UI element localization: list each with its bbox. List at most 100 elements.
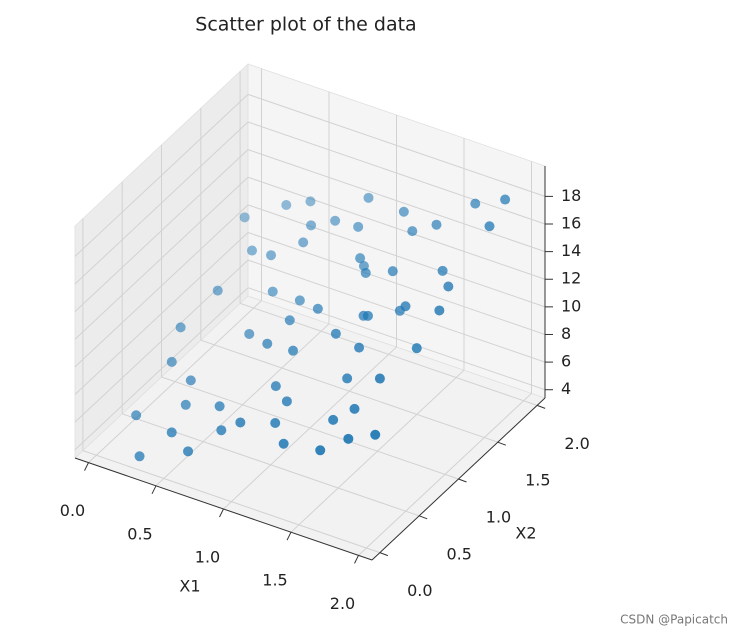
tick-mark [84, 462, 89, 471]
grid-line [200, 339, 498, 443]
point [183, 446, 194, 457]
y-tick-label: 0.5 [446, 544, 471, 563]
z-tick-label: 16 [561, 214, 581, 233]
z-tick-label: 14 [561, 241, 581, 260]
point [355, 253, 366, 264]
grid-line [247, 149, 546, 253]
z-tick-label: 18 [561, 186, 581, 205]
point [298, 237, 309, 248]
point [216, 425, 227, 436]
z-tick-label: 6 [561, 352, 571, 371]
y-tick-label: 0.0 [407, 581, 432, 600]
point [306, 220, 317, 231]
point [394, 305, 405, 316]
y-tick-label: 1.5 [525, 471, 550, 490]
tick-mark [536, 404, 546, 409]
point [288, 345, 299, 356]
grid-line [74, 94, 249, 257]
grid-line [247, 93, 546, 197]
point [470, 198, 481, 209]
point [131, 410, 142, 421]
chart-title: Scatter plot of the data [195, 14, 416, 36]
y-tick-label: 2.0 [564, 434, 589, 453]
grid-line [74, 121, 249, 285]
tick-mark [354, 555, 359, 564]
z-tick-label: 8 [561, 324, 571, 343]
point [305, 196, 316, 207]
point [270, 417, 281, 428]
point [342, 373, 353, 384]
point [134, 451, 145, 462]
point [434, 305, 445, 316]
point [312, 303, 323, 314]
grid-line [74, 287, 249, 451]
grid-line [247, 232, 546, 335]
point [370, 429, 381, 440]
point [266, 250, 277, 261]
grid-line [161, 376, 459, 480]
point [330, 215, 341, 226]
point [443, 281, 454, 292]
grid-line [74, 232, 249, 395]
point [235, 417, 246, 428]
point [294, 295, 305, 306]
point [349, 403, 360, 414]
tick-mark [458, 478, 467, 483]
point [353, 221, 364, 232]
x-axis-line [74, 457, 373, 561]
point [175, 322, 186, 333]
point [281, 199, 292, 210]
point [343, 433, 354, 444]
point [431, 219, 442, 230]
point [328, 414, 339, 425]
point [411, 343, 422, 354]
point [214, 401, 225, 412]
grid-line [74, 149, 249, 312]
x-tick-label: 0.0 [60, 501, 85, 520]
x-tick-label: 1.5 [262, 571, 287, 590]
tick-mark [379, 552, 389, 557]
z-tick-label: 4 [561, 379, 571, 398]
point [363, 192, 374, 203]
point [180, 399, 191, 410]
tick-mark [286, 531, 292, 541]
grid-line [247, 204, 546, 308]
point [239, 212, 250, 223]
tick-mark [219, 508, 224, 518]
x-tick-label: 0.5 [127, 524, 152, 543]
z-tick-label: 12 [561, 269, 581, 288]
grid-line [74, 204, 249, 368]
point [362, 310, 373, 321]
point [398, 206, 409, 217]
point [185, 375, 196, 386]
grid-line [74, 176, 249, 340]
point [270, 381, 281, 392]
point [360, 267, 371, 278]
y-axis-line [371, 397, 546, 561]
x-tick-label: 1.0 [195, 548, 220, 567]
x-tick-label: 2.0 [330, 594, 355, 613]
grid-line [247, 121, 546, 225]
point [281, 396, 292, 407]
grid-line [82, 450, 381, 554]
point [354, 342, 365, 353]
y-axis-label: X2 [515, 524, 536, 543]
point [166, 427, 177, 438]
point [212, 285, 223, 296]
point [387, 266, 398, 277]
point [244, 328, 255, 339]
point [284, 315, 295, 326]
point [267, 286, 278, 297]
point [437, 265, 448, 276]
point [166, 356, 177, 367]
tick-mark [151, 485, 157, 495]
point [315, 445, 326, 456]
grid-line [247, 176, 546, 280]
point [374, 373, 385, 384]
watermark: CSDN @Papicatch [620, 613, 728, 627]
point [330, 328, 341, 339]
point [262, 338, 273, 349]
point [247, 245, 257, 256]
